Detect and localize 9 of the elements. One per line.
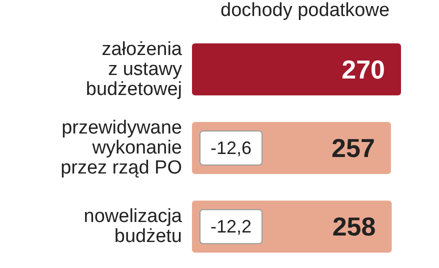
annotation: -12,6 [210, 138, 252, 158]
data-label: 270 [342, 54, 385, 84]
chart-title: dochody podatkowe [220, 0, 390, 21]
y-tick-label: założenia z ustawy budżetowej [86, 38, 182, 100]
y-tick-label: przewidywane wykonanie przez rząd PO [60, 118, 182, 178]
data-label: 258 [332, 212, 376, 242]
annotation: -12,2 [210, 216, 252, 237]
y-tick-label: nowelizacja budżetu [84, 206, 182, 248]
data-label: 257 [332, 133, 375, 163]
